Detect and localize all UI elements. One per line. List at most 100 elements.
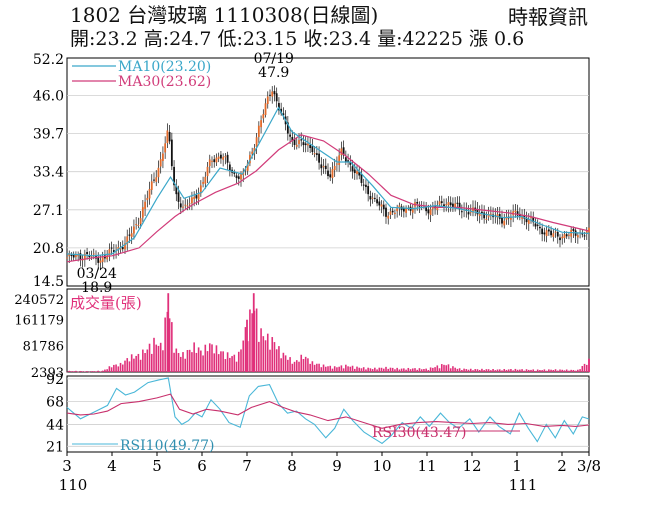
candle [286,116,289,141]
candle [72,251,75,262]
candle-body [485,218,488,220]
volume-bar [271,337,274,372]
candle [220,151,222,164]
volume-bar [188,349,191,372]
volume-bar [568,370,570,372]
candle [414,198,416,214]
candle-body [195,195,198,199]
volume-peak-bar [588,358,590,372]
candle-body [385,207,387,217]
candle-body [202,181,204,184]
volume-bar [548,369,550,372]
candle-body [70,254,73,256]
candle-body [324,165,327,170]
volume-bar [331,368,334,372]
volume-bar [211,344,213,372]
volume-bar [130,354,133,372]
volume-bar [113,364,115,372]
candle [273,85,276,102]
volume-bar [304,356,307,372]
volume-bar [249,309,251,372]
volume-bar [327,366,329,372]
volume-bar [371,369,374,372]
candle [481,204,483,220]
candle-body [224,156,227,158]
candle-body [206,166,209,177]
volume-bar [414,368,416,372]
candle-body [101,257,104,262]
x-tick-label: 7 [242,457,252,475]
candle [411,204,414,219]
volume-bar [583,363,586,372]
candle-body [257,125,260,138]
candle [153,172,155,184]
candle-body [583,235,586,237]
candle-body [188,203,191,205]
volume-bar [137,353,140,372]
candle [396,204,399,218]
candle [307,136,309,152]
volume-bar [101,370,104,372]
candle-body [503,220,506,226]
candle [536,219,539,231]
candle-body [133,226,135,234]
candle-body [228,164,231,171]
candle-body [112,250,115,253]
volume-bar [75,370,77,372]
candle-body [315,153,318,155]
candle-body [72,254,75,258]
candle [443,198,445,213]
volume-bar [92,371,95,372]
volume-bar [387,368,390,372]
x-tick-label: 3/8 [577,457,601,475]
candle-body [99,260,102,263]
candle-body [501,217,503,224]
volume-bar [336,367,338,372]
volume-bar [108,366,111,372]
volume-bar [150,353,153,372]
candle-body [271,91,274,97]
candle-body [469,211,472,213]
volume-bar [142,349,144,372]
volume-bar [365,369,367,372]
candle [146,190,149,208]
candle-body [193,196,196,199]
volume-bar [126,358,129,372]
volume-bar [367,367,369,372]
candle-body [588,227,590,233]
candle-body [373,197,376,199]
ma10-legend-label: MA10(23.20) [118,59,211,75]
volume-bar [438,368,441,372]
volume-bar [95,371,97,372]
candle [454,197,457,212]
candle-body [79,253,82,260]
candle-body [159,159,162,167]
candle [382,200,385,217]
candle-body [327,170,329,177]
rsi10-legend-label: RSI10(49.77) [120,438,214,454]
candle-body [452,203,454,207]
candle-body [514,210,517,213]
volume-bar [385,366,387,372]
x-tick-label: 5 [152,457,162,475]
candle-body [124,243,126,250]
candle-body [226,154,229,163]
price-panel: 52.2 46.0 39.7 33.4 27.1 20.8 14.5 MA10(23.20)M… [33,51,590,296]
candle [474,200,477,217]
candle-body [275,93,278,102]
price-tick-label: 52.2 [33,52,64,68]
candle-body [338,155,341,166]
candle-body [302,142,305,146]
volume-bar [191,352,193,372]
volume-bar [146,349,149,372]
volume-bar [70,371,73,372]
volume-peak-bar [252,293,255,372]
candle [313,145,316,158]
candle-body [75,254,77,258]
candle [369,190,372,207]
candle-body [431,206,434,209]
volume-bar [541,370,543,372]
candle-body [527,219,530,224]
candle-body [97,257,100,263]
x-tick-label: 1 [512,457,522,475]
